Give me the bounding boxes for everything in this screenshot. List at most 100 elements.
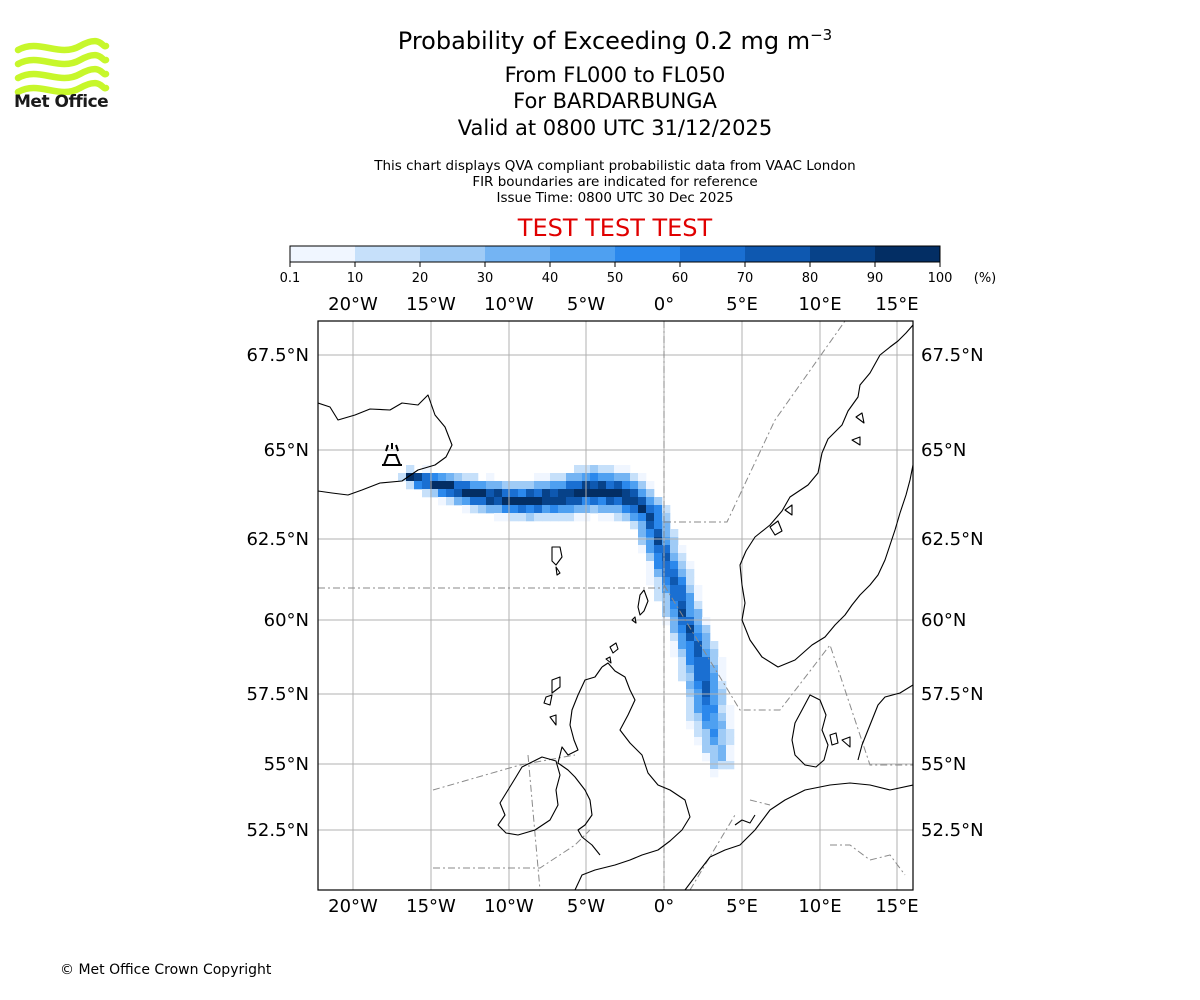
ash-cell	[622, 465, 631, 474]
ash-cell	[614, 481, 623, 490]
ash-cell	[694, 697, 703, 706]
ash-cell	[542, 497, 551, 506]
ash-cell	[662, 577, 671, 586]
chart-description: This chart displays QVA compliant probab…	[374, 158, 856, 174]
ash-cell	[718, 681, 727, 690]
ash-cell	[614, 489, 623, 498]
lat-label: 52.5°N	[921, 820, 984, 841]
ash-cell	[398, 473, 407, 482]
map-background	[318, 321, 913, 890]
ash-cell	[654, 561, 663, 570]
ash-cell	[710, 761, 719, 770]
ash-cell	[558, 489, 567, 498]
ash-cell	[638, 537, 647, 546]
ash-cell	[638, 497, 647, 506]
ash-cell	[542, 481, 551, 490]
colorbar-segment	[680, 246, 746, 262]
ash-cell	[694, 681, 703, 690]
latitude-labels-left: 67.5°N 65°N 62.5°N 60°N 57.5°N 55°N 52.5°N	[246, 345, 309, 841]
ash-cell	[494, 505, 503, 514]
ash-cell	[678, 601, 687, 610]
ash-cell	[654, 553, 663, 562]
ash-cell	[694, 641, 703, 650]
ash-cell	[678, 649, 687, 658]
ash-cell	[630, 481, 639, 490]
ash-cell	[622, 497, 631, 506]
ash-cell	[502, 489, 511, 498]
ash-cell	[638, 505, 647, 514]
ash-cell	[686, 633, 695, 642]
ash-cell	[470, 505, 479, 514]
ash-cell	[478, 497, 487, 506]
ash-cell	[702, 713, 711, 722]
ash-cell	[678, 585, 687, 594]
ash-cell	[702, 745, 711, 754]
ash-cell	[694, 657, 703, 666]
ash-cell	[566, 489, 575, 498]
ash-cell	[606, 513, 615, 522]
ash-cell	[598, 473, 607, 482]
ash-cell	[478, 481, 487, 490]
ash-cell	[702, 625, 711, 634]
ash-cell	[670, 649, 679, 658]
ash-cell	[662, 513, 671, 522]
ash-probability-field	[398, 465, 735, 778]
test-banner: TEST TEST TEST	[517, 214, 713, 242]
ash-cell	[518, 497, 527, 506]
ash-cell	[606, 473, 615, 482]
ash-cell	[446, 489, 455, 498]
fir-boundaries	[318, 321, 913, 890]
ash-cell	[646, 505, 655, 514]
ash-cell	[670, 545, 679, 554]
ash-cell	[710, 673, 719, 682]
lon-label: 10°E	[798, 294, 841, 315]
lon-label: 5°E	[726, 294, 758, 315]
ash-cell	[494, 497, 503, 506]
ash-cell	[654, 545, 663, 554]
lon-label: 20°W	[328, 294, 378, 315]
ash-cell	[670, 553, 679, 562]
ash-cell	[494, 513, 503, 522]
ash-cell	[678, 577, 687, 586]
ash-cell	[606, 489, 615, 498]
ash-cell	[694, 705, 703, 714]
ash-cell	[566, 481, 575, 490]
ash-cell	[694, 609, 703, 618]
ash-cell	[726, 737, 735, 746]
ash-cell	[694, 737, 703, 746]
ash-cell	[694, 633, 703, 642]
ash-cell	[646, 553, 655, 562]
ash-cell	[606, 497, 615, 506]
lon-label: 10°E	[798, 896, 841, 917]
ash-cell	[646, 481, 655, 490]
ash-cell	[438, 473, 447, 482]
ash-cell	[502, 481, 511, 490]
ash-cell	[614, 465, 623, 474]
ash-cell	[670, 561, 679, 570]
colorbar-segment	[290, 246, 356, 262]
ash-cell	[526, 481, 535, 490]
ash-cell	[702, 729, 711, 738]
lat-label: 57.5°N	[246, 684, 309, 705]
ash-cell	[558, 481, 567, 490]
ash-cell	[454, 489, 463, 498]
ash-cell	[678, 641, 687, 650]
colorbar-tick-label: 40	[542, 271, 559, 286]
ash-cell	[662, 521, 671, 530]
chart-title: Probability of Exceeding 0.2 mg m−3	[397, 26, 833, 55]
ash-cell	[622, 505, 631, 514]
ash-cell	[662, 537, 671, 546]
ash-cell	[510, 513, 519, 522]
lon-label: 0°	[654, 896, 674, 917]
colorbar-segment	[355, 246, 421, 262]
lat-label: 62.5°N	[246, 529, 309, 550]
map-frame	[317, 320, 914, 891]
ash-cell	[686, 585, 695, 594]
met-office-logo	[14, 37, 110, 96]
ash-cell	[710, 713, 719, 722]
ash-cell	[686, 721, 695, 730]
ash-cell	[702, 681, 711, 690]
ash-cell	[654, 577, 663, 586]
ash-cell	[670, 593, 679, 602]
ash-cell	[726, 721, 735, 730]
